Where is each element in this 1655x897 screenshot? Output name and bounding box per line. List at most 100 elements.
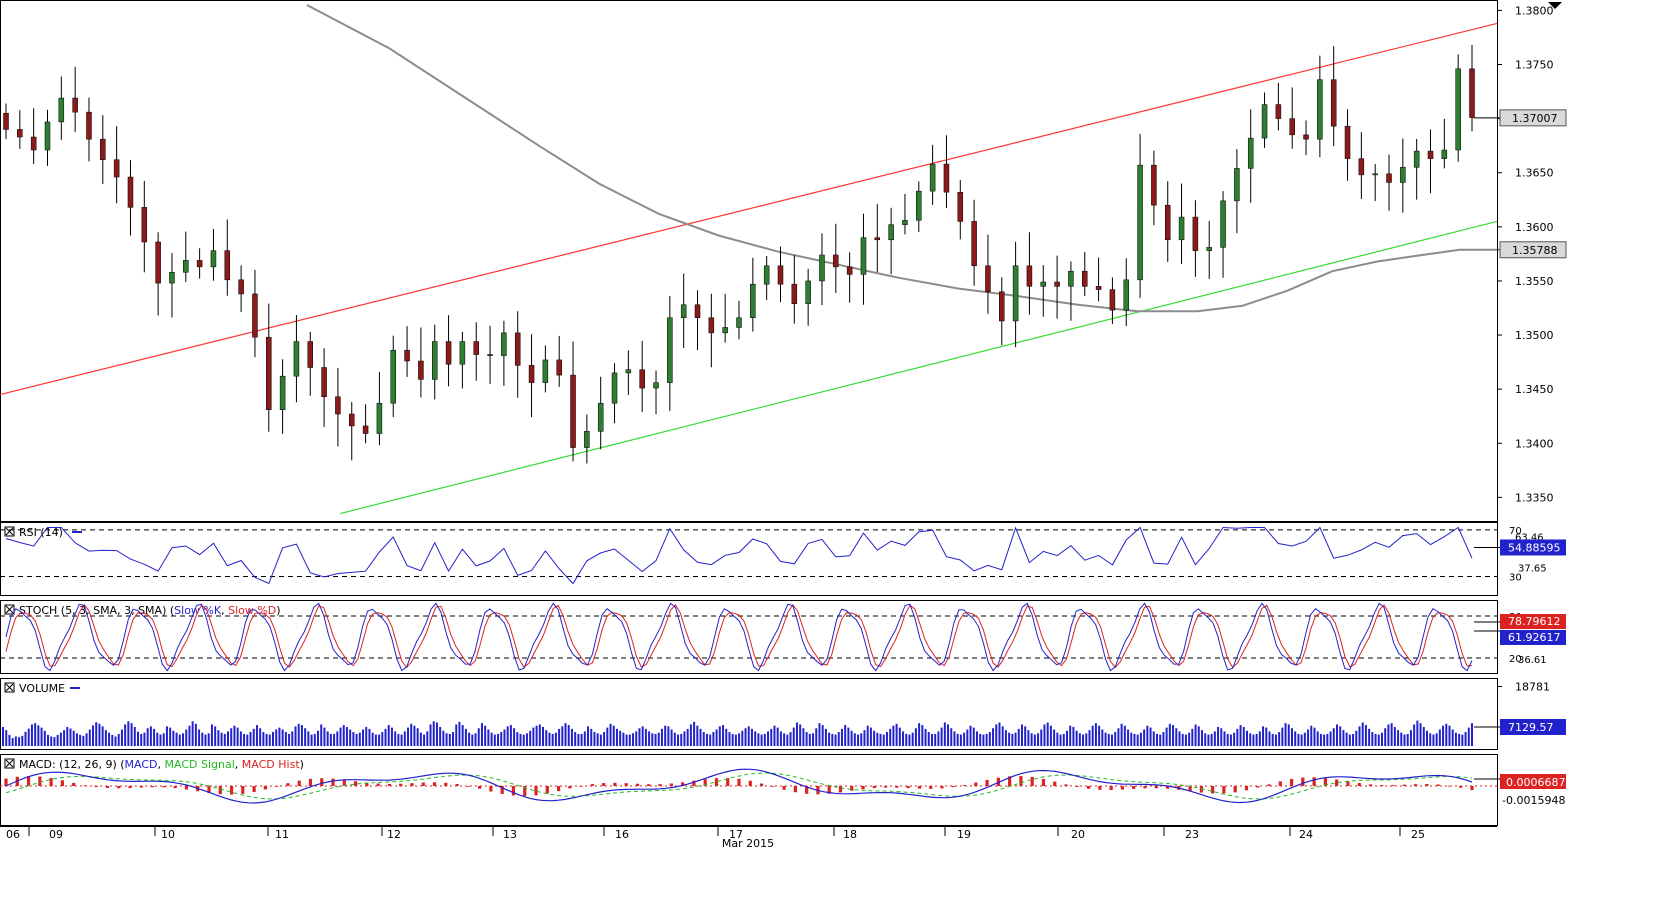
bull-candle bbox=[58, 97, 65, 123]
volume-bar bbox=[249, 732, 252, 746]
dropdown-arrow-icon[interactable] bbox=[1548, 2, 1562, 9]
bull-candle bbox=[1137, 164, 1143, 281]
volume-bar bbox=[1445, 723, 1448, 746]
volume-bar bbox=[1252, 734, 1255, 746]
stoch-level-label: 20 bbox=[1509, 654, 1522, 665]
volume-bar bbox=[969, 725, 972, 746]
volume-bar bbox=[326, 731, 329, 746]
macd-hist-bar bbox=[692, 780, 696, 786]
bull-candle bbox=[542, 359, 549, 383]
volume-bar bbox=[628, 734, 631, 746]
volume-bar bbox=[1149, 727, 1152, 746]
volume-bar bbox=[590, 728, 593, 746]
volume-bar bbox=[27, 728, 30, 746]
volume-bar bbox=[1278, 732, 1281, 746]
volume-bar bbox=[1284, 723, 1287, 746]
rsi-title: RSI (14) bbox=[19, 526, 63, 539]
volume-bar bbox=[493, 734, 496, 746]
volume-bar bbox=[1319, 733, 1322, 746]
volume-bar bbox=[1040, 729, 1043, 746]
bear-candle bbox=[1095, 286, 1102, 290]
rsi-collapse-icon[interactable] bbox=[4, 526, 15, 537]
volume-bar bbox=[975, 731, 978, 746]
bull-candle bbox=[680, 304, 687, 318]
bull-candle bbox=[1068, 270, 1074, 287]
volume-bar bbox=[988, 732, 991, 746]
volume-bar bbox=[210, 724, 213, 746]
volume-bar bbox=[1461, 734, 1464, 746]
price-y-tick-label: 1.3400 bbox=[1515, 437, 1554, 450]
macd-hist-bar bbox=[1278, 781, 1282, 786]
volume-bar bbox=[522, 734, 525, 746]
macd-panel: MACD: (12, 26, 9) (MACD, MACD Signal, MA… bbox=[0, 754, 1566, 826]
volume-bar bbox=[223, 733, 226, 746]
volume-bar bbox=[763, 733, 766, 746]
stoch-marker-label: 36.61 bbox=[1518, 655, 1547, 666]
volume-bar bbox=[1082, 734, 1085, 746]
bear-candle bbox=[1358, 158, 1365, 176]
volume-bar bbox=[352, 732, 355, 746]
volume-bar bbox=[452, 732, 455, 746]
volume-bar bbox=[1442, 725, 1445, 746]
bear-candle bbox=[1151, 164, 1157, 206]
volume-bar bbox=[1255, 733, 1258, 746]
volume-bar bbox=[230, 728, 233, 746]
bull-candle bbox=[1123, 279, 1129, 311]
volume-bar bbox=[487, 729, 490, 746]
volume-bar bbox=[947, 724, 950, 746]
volume-bar bbox=[1384, 728, 1387, 746]
bear-candle bbox=[30, 136, 37, 151]
bear-candle bbox=[362, 425, 369, 434]
volume-bar bbox=[741, 730, 744, 746]
volume-bar bbox=[641, 726, 644, 746]
macd-hist-bar bbox=[331, 778, 335, 786]
bear-candle bbox=[694, 304, 701, 318]
x-tick-label: 18 bbox=[843, 828, 857, 841]
macd-hist-bar bbox=[1380, 785, 1384, 786]
volume-bar bbox=[1310, 725, 1313, 746]
volume-bar bbox=[747, 726, 750, 746]
volume-bar bbox=[966, 729, 969, 746]
macd-hist-bar bbox=[1041, 778, 1046, 786]
volume-bar bbox=[570, 728, 573, 746]
volume-bar bbox=[802, 728, 805, 746]
price-y-tick-label: 1.3550 bbox=[1515, 275, 1554, 288]
volume-bar bbox=[554, 732, 557, 746]
bull-candle bbox=[1317, 79, 1323, 140]
bear-candle bbox=[1164, 204, 1171, 241]
volume-bar bbox=[1426, 730, 1428, 746]
volume-bar bbox=[603, 732, 606, 746]
macd-collapse-icon[interactable] bbox=[4, 758, 15, 769]
volume-bar bbox=[850, 730, 853, 746]
volume-bar bbox=[1454, 732, 1457, 746]
stoch-collapse-icon[interactable] bbox=[4, 604, 15, 615]
volume-bar bbox=[1297, 733, 1300, 746]
volume-bar bbox=[1406, 733, 1409, 746]
volume-collapse-icon[interactable] bbox=[4, 682, 15, 693]
macd-hist-bar bbox=[151, 786, 155, 788]
macd-hist-bar bbox=[1064, 784, 1068, 786]
volume-bar bbox=[783, 733, 786, 746]
volume-bar bbox=[898, 727, 901, 746]
volume-bar bbox=[722, 725, 725, 746]
volume-bar bbox=[869, 727, 872, 746]
volume-bar bbox=[474, 733, 477, 746]
volume-bar bbox=[24, 731, 27, 746]
volume-bar bbox=[381, 732, 384, 746]
volume-bar bbox=[609, 723, 612, 746]
price-y-tick-label: 1.3600 bbox=[1515, 221, 1554, 234]
volume-bar bbox=[812, 733, 815, 746]
volume-bar bbox=[246, 734, 249, 746]
bull-candle bbox=[584, 431, 590, 448]
volume-bar bbox=[394, 731, 397, 746]
volume-bar bbox=[1249, 733, 1252, 746]
stoch-k-box bbox=[1500, 614, 1566, 629]
macd-hist-bar bbox=[184, 786, 189, 790]
macd-hist-bar bbox=[1199, 786, 1203, 793]
volume-bar bbox=[165, 726, 168, 746]
volume-bar bbox=[1233, 732, 1236, 746]
volume-bar bbox=[1335, 724, 1338, 746]
volume-bar bbox=[146, 728, 149, 746]
bull-candle bbox=[431, 341, 438, 380]
macd-signal-line bbox=[5, 772, 1473, 800]
